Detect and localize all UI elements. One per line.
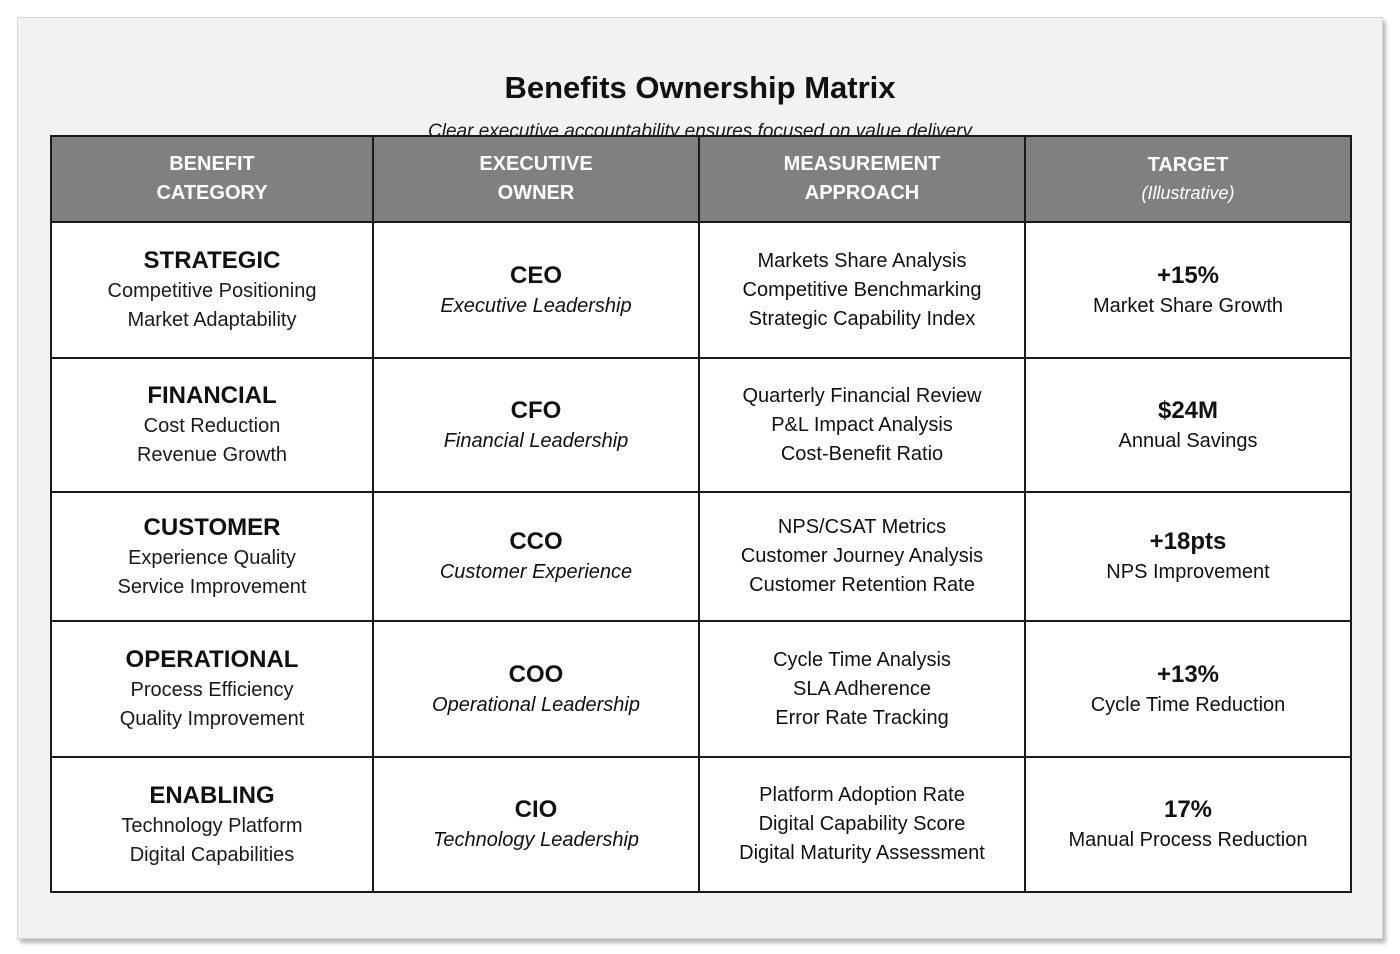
- category-detail: Quality Improvement: [119, 708, 305, 730]
- category-name: ENABLING: [149, 781, 275, 809]
- owner-code: CIO: [514, 796, 558, 823]
- table-row: CUSTOMER Experience Quality Service Impr…: [50, 491, 1352, 622]
- category-detail: Technology Platform: [121, 814, 303, 837]
- target-value: +13%: [1156, 660, 1220, 688]
- target-description: NPS Improvement: [1106, 561, 1270, 583]
- header-line: APPROACH: [804, 182, 920, 204]
- category-detail: Market Adaptability: [127, 309, 297, 331]
- table-row: STRATEGIC Competitive Positioning Market…: [50, 221, 1352, 359]
- category-cell: STRATEGIC Competitive Positioning Market…: [50, 221, 374, 359]
- owner-code: CCO: [509, 528, 563, 555]
- measurement-cell: Platform Adoption Rate Digital Capabilit…: [698, 756, 1026, 893]
- measurement-cell: Markets Share Analysis Competitive Bench…: [698, 221, 1026, 359]
- owner-role: Financial Leadership: [443, 429, 629, 452]
- measurement-item: Digital Capability Score: [758, 813, 966, 835]
- measurement-item: Digital Maturity Assessment: [739, 842, 985, 864]
- measurement-item: Cost-Benefit Ratio: [780, 442, 944, 465]
- benefits-ownership-table: BENEFIT CATEGORY EXECUTIVE OWNER MEASURE…: [50, 135, 1352, 893]
- measurement-item: Customer Retention Rate: [749, 574, 975, 596]
- measurement-item: Platform Adoption Rate: [759, 784, 965, 806]
- table-header-row: BENEFIT CATEGORY EXECUTIVE OWNER MEASURE…: [50, 135, 1352, 223]
- measurement-item: Strategic Capability Index: [748, 307, 976, 330]
- target-cell: +15% Market Share Growth: [1024, 221, 1352, 359]
- target-value: 17%: [1163, 796, 1213, 823]
- measurement-item: Cycle Time Analysis: [773, 648, 951, 671]
- owner-cell: CCO Customer Experience: [372, 491, 700, 622]
- owner-role: Executive Leadership: [440, 294, 632, 317]
- category-detail: Revenue Growth: [136, 444, 288, 466]
- category-cell: CUSTOMER Experience Quality Service Impr…: [50, 491, 374, 622]
- target-cell: +18pts NPS Improvement: [1024, 491, 1352, 622]
- header-line: OWNER: [497, 182, 575, 204]
- table-row: OPERATIONAL Process Efficiency Quality I…: [50, 620, 1352, 758]
- owner-cell: COO Operational Leadership: [372, 620, 700, 758]
- category-detail: Competitive Positioning: [107, 280, 317, 302]
- category-name: CUSTOMER: [143, 513, 281, 541]
- measurement-cell: Quarterly Financial Review P&L Impact An…: [698, 357, 1026, 493]
- header-benefit-category: BENEFIT CATEGORY: [50, 135, 374, 223]
- measurement-cell: NPS/CSAT Metrics Customer Journey Analys…: [698, 491, 1026, 622]
- category-cell: OPERATIONAL Process Efficiency Quality I…: [50, 620, 374, 758]
- target-description: Market Share Growth: [1092, 294, 1284, 317]
- header-subtext: (Illustrative): [1141, 183, 1235, 203]
- target-cell: 17% Manual Process Reduction: [1024, 756, 1352, 893]
- header-line: EXECUTIVE: [479, 153, 593, 175]
- measurement-item: Customer Journey Analysis: [740, 545, 984, 567]
- owner-code: CEO: [509, 261, 562, 289]
- owner-role: Customer Experience: [439, 561, 633, 583]
- measurement-item: NPS/CSAT Metrics: [777, 516, 947, 538]
- category-name: OPERATIONAL: [125, 646, 299, 673]
- target-description: Annual Savings: [1118, 429, 1258, 452]
- category-detail: Cost Reduction: [143, 415, 281, 437]
- target-value: +18pts: [1149, 528, 1227, 555]
- category-detail: Service Improvement: [117, 575, 307, 598]
- category-cell: ENABLING Technology Platform Digital Cap…: [50, 756, 374, 893]
- table-row: FINANCIAL Cost Reduction Revenue Growth …: [50, 357, 1352, 493]
- table-row: ENABLING Technology Platform Digital Cap…: [50, 756, 1352, 893]
- category-name: FINANCIAL: [147, 382, 277, 409]
- target-cell: +13% Cycle Time Reduction: [1024, 620, 1352, 758]
- header-line: CATEGORY: [156, 182, 268, 204]
- category-cell: FINANCIAL Cost Reduction Revenue Growth: [50, 357, 374, 493]
- measurement-item: Competitive Benchmarking: [742, 278, 982, 301]
- owner-cell: CIO Technology Leadership: [372, 756, 700, 893]
- header-measurement-approach: MEASUREMENT APPROACH: [698, 135, 1026, 223]
- target-cell: $24M Annual Savings: [1024, 357, 1352, 493]
- target-value: $24M: [1157, 396, 1219, 424]
- page-title: Benefits Ownership Matrix: [504, 70, 896, 105]
- category-detail: Digital Capabilities: [129, 843, 295, 866]
- header-line: BENEFIT: [169, 153, 255, 175]
- target-value: +15%: [1156, 261, 1220, 289]
- measurement-item: Quarterly Financial Review: [742, 384, 982, 407]
- header-target: TARGET (Illustrative): [1024, 135, 1352, 223]
- header-line: MEASUREMENT: [783, 153, 941, 175]
- target-description: Cycle Time Reduction: [1090, 693, 1286, 716]
- measurement-item: SLA Adherence: [793, 677, 931, 700]
- measurement-cell: Cycle Time Analysis SLA Adherence Error …: [698, 620, 1026, 758]
- owner-cell: CEO Executive Leadership: [372, 221, 700, 359]
- measurement-item: Error Rate Tracking: [775, 706, 949, 729]
- owner-role: Technology Leadership: [432, 829, 640, 851]
- measurement-item: P&L Impact Analysis: [771, 413, 953, 436]
- category-detail: Experience Quality: [128, 546, 296, 569]
- category-detail: Process Efficiency: [130, 679, 294, 701]
- target-description: Manual Process Reduction: [1068, 829, 1308, 851]
- owner-role: Operational Leadership: [432, 693, 640, 716]
- owner-cell: CFO Financial Leadership: [372, 357, 700, 493]
- header-line: TARGET: [1147, 154, 1229, 176]
- header-executive-owner: EXECUTIVE OWNER: [372, 135, 700, 223]
- category-name: STRATEGIC: [143, 247, 281, 274]
- owner-code: COO: [508, 660, 564, 688]
- owner-code: CFO: [510, 396, 562, 424]
- measurement-item: Markets Share Analysis: [757, 249, 967, 272]
